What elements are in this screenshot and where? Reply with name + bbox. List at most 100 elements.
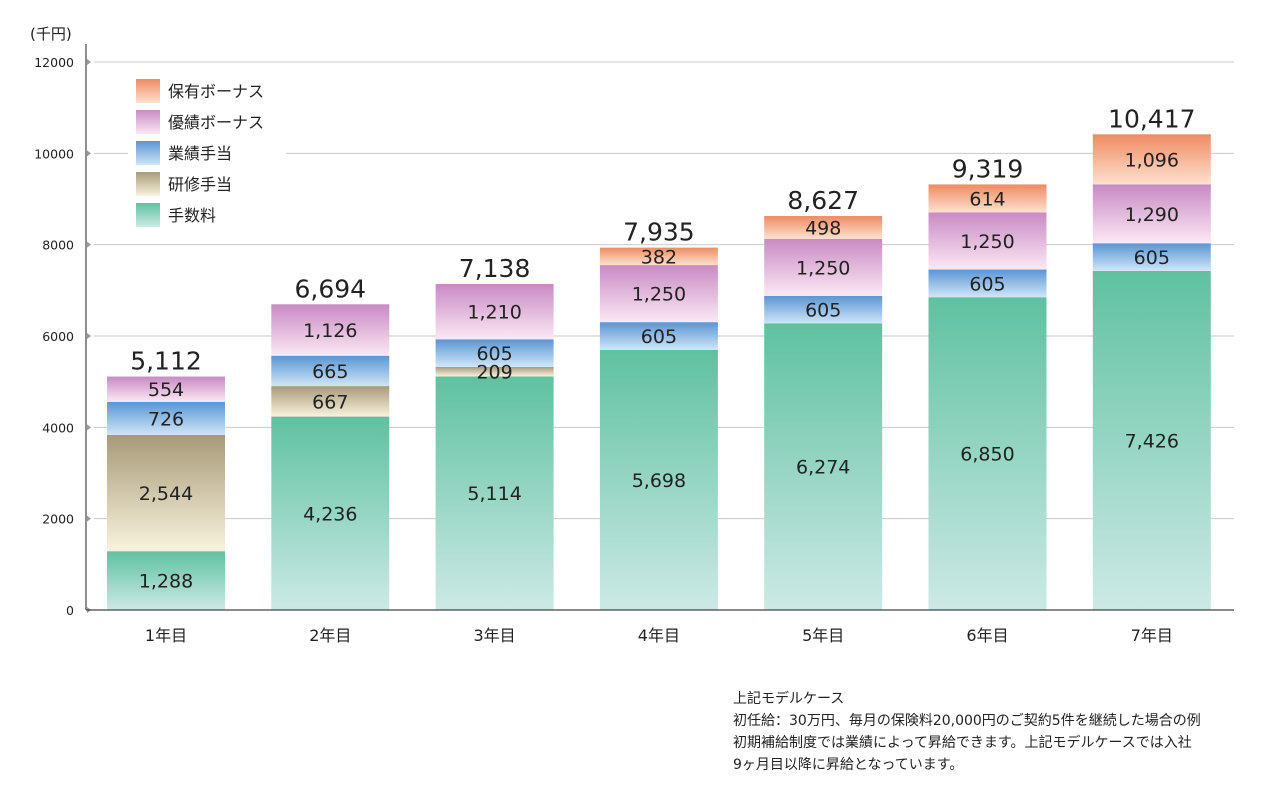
bar-segment-保有ボーナス	[928, 184, 1047, 213]
legend-label: 優績ボーナス	[168, 113, 264, 132]
x-tick-label: 2年目	[309, 626, 351, 645]
data-label: 1,250	[632, 284, 686, 306]
y-tick-label: 8000	[42, 238, 74, 253]
bar-segment-業績手当	[107, 401, 225, 436]
total-label: 5,112	[130, 347, 202, 376]
data-label: 382	[641, 246, 677, 268]
total-label: 8,627	[787, 186, 859, 215]
total-label: 6,694	[295, 274, 367, 303]
data-label: 1,250	[796, 257, 850, 279]
x-tick-label: 5年目	[802, 626, 844, 645]
legend-swatch-優績ボーナス	[136, 110, 160, 134]
bar-segment-業績手当	[599, 322, 718, 350]
bar-segment-手数料	[107, 551, 225, 610]
y-axis-unit: (千円)	[30, 25, 72, 43]
note-line-3: 9ヶ月目以降に昇給となっています。	[733, 757, 964, 773]
bar-segment-優績ボーナス	[271, 304, 390, 356]
y-tick-label: 4000	[42, 420, 74, 435]
data-label: 498	[805, 217, 841, 239]
total-label: 7,935	[623, 218, 695, 247]
bar-segment-手数料	[928, 297, 1047, 610]
data-label: 605	[805, 300, 841, 322]
bar-segment-保有ボーナス	[764, 216, 883, 239]
note-line-1: 初任給：30万円、毎月の保険料20,000円のご契約5件を継続した場合の例	[733, 713, 1201, 729]
data-label: 605	[969, 273, 1005, 295]
x-tick-label: 3年目	[474, 626, 516, 645]
legend-label: 保有ボーナス	[168, 82, 264, 101]
y-tick-label: 0	[66, 603, 74, 618]
note-title: 上記モデルケース	[733, 691, 845, 707]
bar-segment-研修手当	[271, 386, 390, 417]
note-line-2: 初期補給制度では業績によって昇給できます。上記モデルケースでは入社	[733, 735, 1192, 751]
bar-segment-手数料	[599, 349, 718, 610]
bar-segment-業績手当	[271, 355, 390, 387]
y-tick-label: 2000	[42, 512, 74, 527]
bar-segment-手数料	[271, 416, 390, 610]
data-label: 2,544	[139, 483, 193, 505]
data-label: 1,290	[1125, 204, 1179, 226]
bar-segment-研修手当	[107, 435, 225, 552]
data-label: 554	[148, 379, 184, 401]
model-case-note: 上記モデルケース 初任給：30万円、毎月の保険料20,000円のご契約5件を継続…	[733, 688, 1273, 776]
bar-segment-優績ボーナス	[599, 265, 718, 323]
data-labels: 1,288 2,544 726 554 5,112 4,236 667 665 1,126 6,6…	[130, 104, 1195, 592]
total-label: 9,319	[952, 154, 1024, 183]
y-tick-mark	[87, 241, 91, 248]
data-label: 5,698	[632, 470, 686, 492]
bar-segment-優績ボーナス	[107, 376, 225, 402]
data-label: 665	[312, 361, 348, 383]
legend-swatch-手数料	[136, 203, 160, 227]
y-tick-label: 6000	[42, 329, 74, 344]
x-tick-label: 7年目	[1131, 626, 1173, 645]
data-label: 1,210	[467, 302, 521, 324]
legend-label: 研修手当	[168, 175, 232, 194]
y-tick-mark	[87, 150, 91, 157]
bar-segment-保有ボーナス	[1092, 134, 1211, 185]
data-label: 5,114	[467, 483, 521, 505]
data-label: 605	[641, 326, 677, 348]
bar-segment-手数料	[764, 323, 883, 610]
bar-segment-業績手当	[1092, 243, 1211, 271]
data-label: 6,850	[960, 444, 1014, 466]
data-label: 1,250	[960, 231, 1014, 253]
y-tick-mark	[87, 59, 91, 65]
axes: 0 2000 4000 6000 8000 10000 12000 1年目 2年目 3年目 4年目 5…	[34, 44, 1234, 645]
bar-segment-業績手当	[764, 295, 883, 324]
data-label: 1,096	[1125, 149, 1179, 171]
bar-segment-手数料	[435, 376, 554, 610]
bar-segment-優績ボーナス	[764, 238, 883, 296]
bars	[107, 134, 1211, 610]
legend-swatch-研修手当	[136, 172, 160, 196]
data-label: 726	[148, 408, 184, 430]
bar-segment-手数料	[1092, 270, 1211, 610]
total-label: 10,417	[1108, 104, 1195, 133]
data-label: 667	[312, 391, 348, 413]
x-tick-label: 1年目	[145, 626, 187, 645]
data-label: 7,426	[1125, 430, 1179, 452]
data-label: 209	[476, 362, 512, 384]
legend-swatch-業績手当	[136, 141, 160, 165]
data-label: 6,274	[796, 457, 850, 479]
data-label: 605	[476, 343, 512, 365]
data-label: 1,288	[139, 571, 193, 593]
x-tick-label: 6年目	[966, 626, 1008, 645]
total-label: 7,138	[459, 254, 531, 283]
data-label: 1,126	[303, 320, 357, 342]
y-tick-label: 12000	[34, 55, 74, 70]
bar-segment-保有ボーナス	[599, 247, 718, 266]
bar-segment-業績手当	[928, 269, 1047, 298]
bar-segment-優績ボーナス	[1092, 184, 1211, 244]
data-label: 605	[1134, 247, 1170, 269]
y-tick-mark	[87, 515, 91, 522]
y-tick-mark	[87, 333, 91, 339]
legend-label: 手数料	[168, 206, 216, 225]
legend-label: 業績手当	[168, 144, 232, 163]
data-label: 4,236	[303, 503, 357, 525]
bar-segment-優績ボーナス	[928, 212, 1047, 270]
x-tick-label: 4年目	[638, 626, 680, 645]
y-tick-label: 10000	[34, 146, 74, 161]
bar-segment-優績ボーナス	[435, 284, 554, 340]
legend-swatch-保有ボーナス	[136, 79, 160, 103]
